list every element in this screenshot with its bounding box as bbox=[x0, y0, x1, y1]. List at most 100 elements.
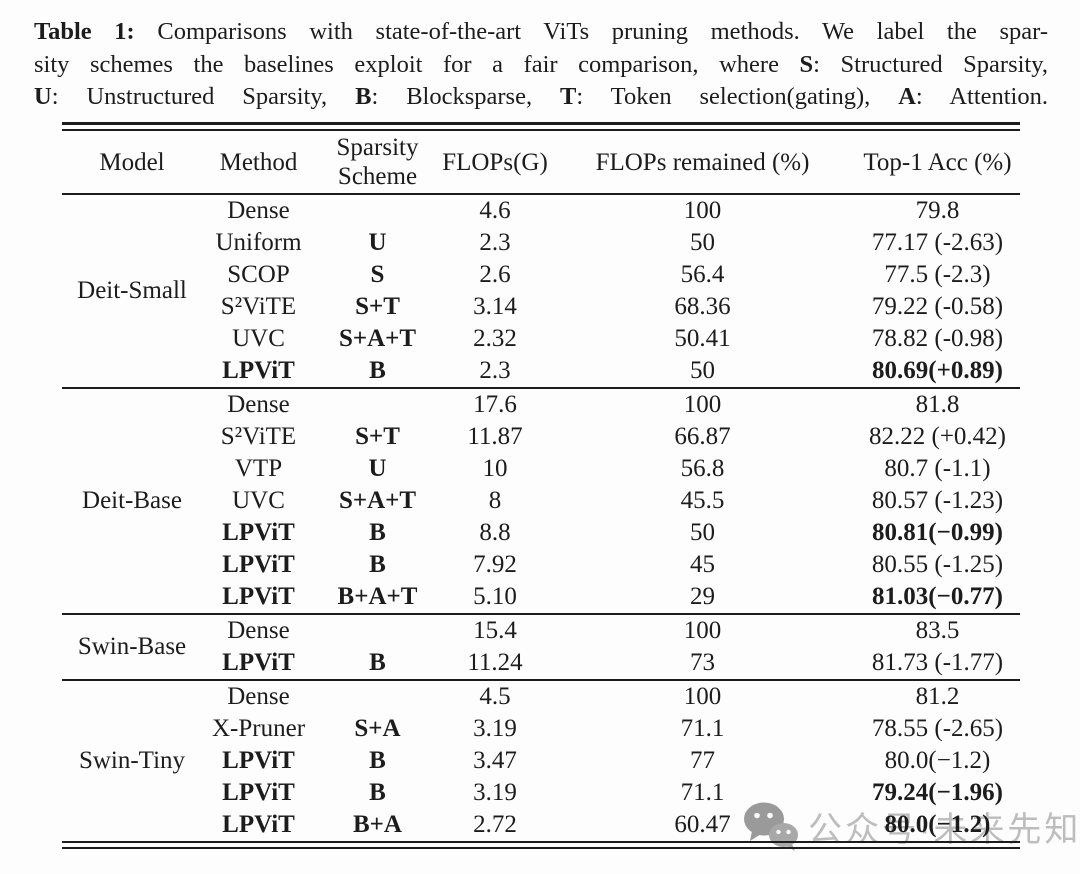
flops-cell: 3.19 bbox=[473, 715, 517, 742]
method-cell: LPViT bbox=[222, 649, 295, 676]
method-cell: Dense bbox=[227, 391, 290, 418]
scheme-cell bbox=[315, 680, 440, 713]
caption-bold-term: T bbox=[560, 83, 577, 110]
scheme-cell: U bbox=[368, 229, 387, 256]
remained-cell: 45.5 bbox=[680, 487, 725, 514]
scheme-cell: S+A+T bbox=[338, 325, 417, 352]
caption-text: : Unstructured Sparsity, bbox=[51, 83, 356, 110]
column-header-model: Model bbox=[99, 148, 165, 176]
group-swin-tiny: Swin-Tiny Dense 4.5 100 81.2 X-Pruner S+A 3.19 7… bbox=[62, 680, 1020, 841]
group-deit-base: Deit-Base Dense 17.6 100 81.8 S²ViTE S+T 11.87 6… bbox=[62, 388, 1020, 614]
caption-text: : Token selection(gating), bbox=[576, 83, 899, 110]
method-cell: Dense bbox=[227, 617, 290, 644]
caption-bold-term: U bbox=[34, 83, 52, 110]
flops-cell: 3.47 bbox=[473, 747, 517, 774]
remained-cell: 50.41 bbox=[674, 325, 731, 352]
scheme-cell: U bbox=[368, 455, 387, 482]
model-label-swin-tiny: Swin-Tiny bbox=[78, 747, 186, 774]
scheme-cell: B bbox=[369, 747, 386, 774]
table-caption: Table 1: Comparisons with state-of-the-a… bbox=[34, 16, 1048, 114]
flops-cell: 5.10 bbox=[473, 583, 517, 610]
acc-cell: 82.22 (+0.42) bbox=[869, 423, 1006, 450]
flops-cell: 10 bbox=[482, 455, 508, 482]
remained-cell: 50 bbox=[690, 229, 715, 256]
method-cell: LPViT bbox=[222, 357, 295, 384]
table-row: LPViT B 2.3 50 80.69(+0.89) bbox=[62, 355, 1020, 388]
flops-cell: 11.87 bbox=[467, 423, 523, 450]
method-cell: LPViT bbox=[222, 811, 295, 838]
caption-text: : Attention. bbox=[915, 83, 1048, 110]
method-cell: S²ViTE bbox=[220, 293, 297, 320]
flops-cell: 2.3 bbox=[479, 229, 511, 256]
flops-cell: 2.72 bbox=[473, 811, 517, 838]
scheme-cell bbox=[315, 388, 440, 421]
flops-cell: 7.92 bbox=[473, 551, 517, 578]
remained-cell: 100 bbox=[683, 391, 722, 418]
acc-cell: 78.55 (-2.65) bbox=[871, 715, 1004, 742]
table-row: LPViT B 3.47 77 80.0(−1.2) bbox=[62, 745, 1020, 777]
table-row: Swin-Base Dense 15.4 100 83.5 bbox=[62, 614, 1020, 660]
table-row: VTP U 10 56.8 80.7 (-1.1) bbox=[62, 453, 1020, 485]
remained-cell: 100 bbox=[683, 617, 722, 644]
model-label-swin-base: Swin-Base bbox=[77, 633, 187, 660]
acc-cell: 77.17 (-2.63) bbox=[871, 229, 1004, 256]
table-row: S²ViTE S+T 3.14 68.36 79.22 (-0.58) bbox=[62, 291, 1020, 323]
results-table: Model Method Sparsity Scheme FLOPs(G) FLOPs … bbox=[62, 122, 1020, 849]
table-row: LPViT B+A 2.72 60.47 80.0(−1.2) bbox=[62, 809, 1020, 841]
scheme-cell: S+T bbox=[355, 423, 400, 450]
method-cell: Dense bbox=[227, 683, 290, 710]
caption-text: : Structured Sparsity, bbox=[813, 50, 1048, 78]
method-cell: Uniform bbox=[215, 229, 302, 256]
table-row: Deit-Small Dense 4.6 100 79.8 bbox=[62, 194, 1020, 304]
scheme-cell bbox=[315, 194, 440, 227]
remained-cell: 77 bbox=[690, 747, 715, 774]
flops-cell: 3.19 bbox=[473, 779, 517, 806]
method-cell: S²ViTE bbox=[220, 423, 297, 450]
acc-cell: 80.7 (-1.1) bbox=[884, 455, 991, 482]
acc-cell: 79.22 (-0.58) bbox=[871, 293, 1004, 320]
table-row: UVC S+A+T 8 45.5 80.57 (-1.23) bbox=[62, 485, 1020, 517]
table-row: LPViT B 3.19 71.1 79.24(−1.96) bbox=[62, 777, 1020, 809]
acc-cell: 80.81(−0.99) bbox=[872, 519, 1003, 546]
flops-cell: 8.8 bbox=[479, 519, 511, 546]
column-header-method: Method bbox=[219, 148, 298, 176]
table-row: UVC S+A+T 2.32 50.41 78.82 (-0.98) bbox=[62, 323, 1020, 355]
remained-cell: 68.36 bbox=[674, 293, 731, 320]
caption-line-1: Table 1: Comparisons with state-of-the-a… bbox=[34, 16, 1048, 49]
method-cell: LPViT bbox=[222, 779, 295, 806]
method-cell: UVC bbox=[232, 487, 285, 514]
column-header-flops-remained: FLOPs remained (%) bbox=[595, 148, 810, 176]
remained-cell: 71.1 bbox=[680, 779, 725, 806]
caption-bold-term: A bbox=[898, 83, 916, 110]
flops-cell: 2.3 bbox=[479, 357, 511, 384]
remained-cell: 100 bbox=[683, 683, 722, 710]
remained-cell: 56.8 bbox=[680, 455, 725, 482]
scheme-cell: S+A+T bbox=[338, 487, 417, 514]
caption-line-2: sity schemes the baselines exploit for a… bbox=[34, 49, 1048, 82]
flops-cell: 3.14 bbox=[473, 293, 517, 320]
table-row: LPViT B 8.8 50 80.81(−0.99) bbox=[62, 517, 1020, 549]
remained-cell: 60.47 bbox=[674, 811, 731, 838]
flops-cell: 2.32 bbox=[473, 325, 517, 352]
acc-cell: 80.69(+0.89) bbox=[872, 357, 1003, 384]
table-row: Swin-Tiny Dense 4.5 100 81.2 bbox=[62, 680, 1020, 774]
scheme-cell: B+A+T bbox=[337, 583, 418, 610]
method-cell: X-Pruner bbox=[211, 715, 306, 742]
acc-cell: 81.2 bbox=[915, 683, 960, 710]
group-deit-small: Deit-Small Dense 4.6 100 79.8 Uniform U 2.3 50 77… bbox=[62, 194, 1020, 388]
bottom-double-rule bbox=[62, 841, 1020, 849]
method-cell: Dense bbox=[227, 197, 290, 224]
flops-cell: 17.6 bbox=[473, 391, 517, 418]
method-cell: VTP bbox=[234, 455, 283, 482]
scheme-cell: B bbox=[369, 779, 386, 806]
caption-text: : Blocksparse, bbox=[371, 83, 561, 110]
table-row: Uniform U 2.3 50 77.17 (-2.63) bbox=[62, 227, 1020, 259]
flops-cell: 11.24 bbox=[467, 649, 523, 676]
scheme-cell: B bbox=[369, 519, 386, 546]
model-label-deit-small: Deit-Small bbox=[77, 277, 187, 304]
scheme-cell: S bbox=[370, 261, 385, 288]
scheme-cell: S+A bbox=[354, 715, 401, 742]
acc-cell: 79.24(−1.96) bbox=[872, 779, 1003, 806]
remained-cell: 50 bbox=[690, 519, 715, 546]
remained-cell: 50 bbox=[690, 357, 715, 384]
